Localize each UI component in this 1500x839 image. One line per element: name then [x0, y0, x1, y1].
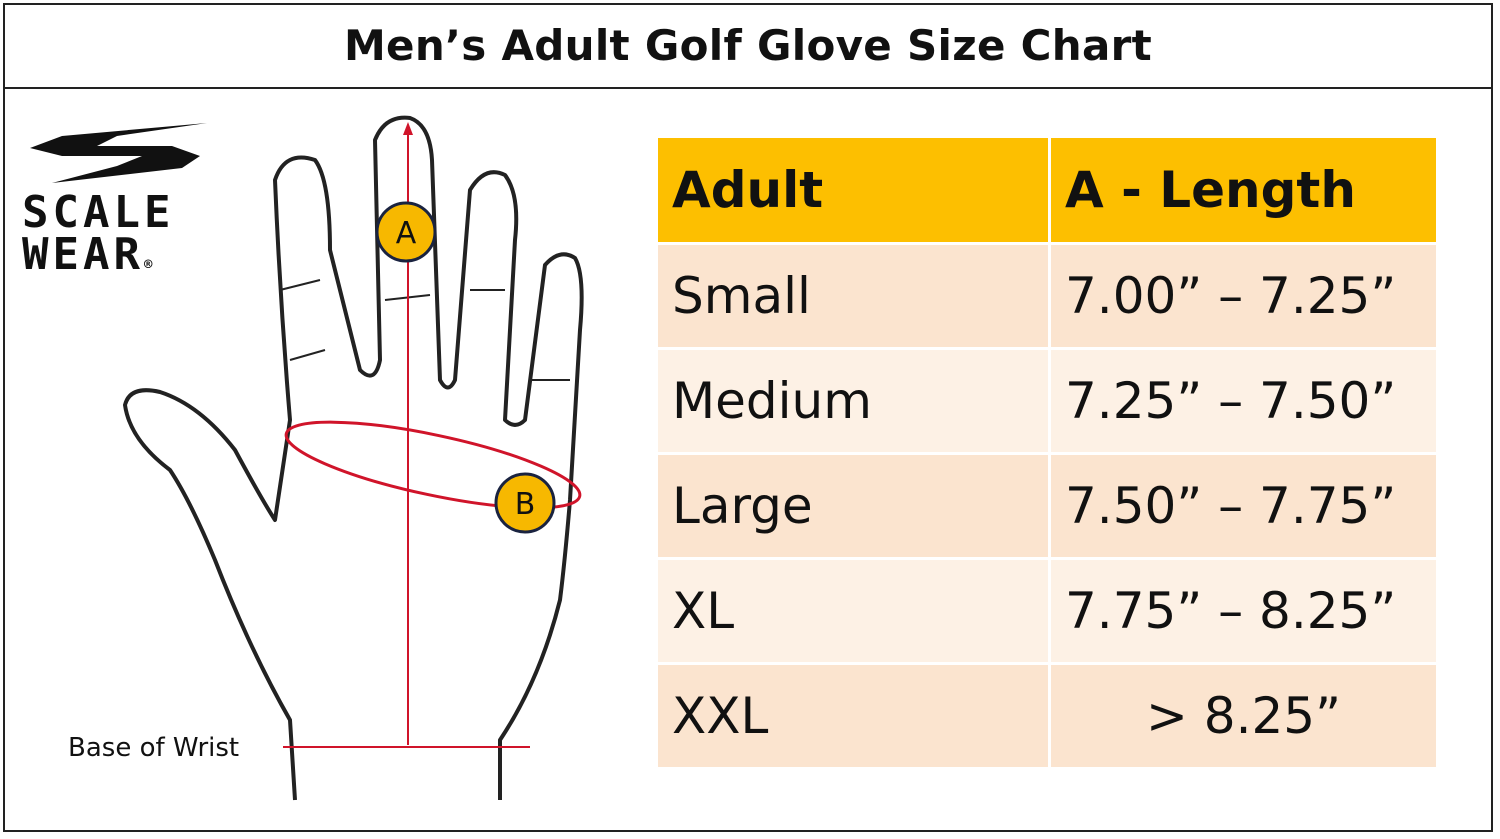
page-title: Men’s Adult Golf Glove Size Chart	[343, 20, 1153, 70]
marker-a-label: A	[396, 216, 417, 251]
length-cell: 7.25” – 7.50”	[1051, 350, 1436, 452]
table-row: XL 7.75” – 8.25”	[658, 560, 1436, 662]
hand-diagram: A B	[123, 115, 584, 801]
wrist-label: Base of Wrist	[68, 733, 240, 763]
registered-mark: ®	[143, 257, 157, 273]
size-table: Adult A - Length Small 7.00” – 7.25” Med…	[655, 135, 1439, 770]
length-cell: 7.50” – 7.75”	[1051, 455, 1436, 557]
table-row: Medium 7.25” – 7.50”	[658, 350, 1436, 452]
brand-line2: WEAR	[22, 229, 144, 280]
table-row: Small 7.00” – 7.25”	[658, 245, 1436, 347]
brand-logo: SCALE WEAR®	[22, 118, 222, 286]
header-length: A - Length	[1051, 138, 1436, 242]
arrow-up-icon	[403, 122, 413, 135]
length-cell: 7.00” – 7.25”	[1051, 245, 1436, 347]
length-cell: 7.75” – 8.25”	[1051, 560, 1436, 662]
marker-a	[375, 201, 437, 263]
header-adult: Adult	[658, 138, 1048, 242]
brand-line1: SCALE	[22, 187, 175, 238]
chart-frame	[3, 3, 1493, 832]
table-row: XXL > 8.25”	[658, 665, 1436, 767]
size-cell: XL	[658, 560, 1048, 662]
size-cell: Large	[658, 455, 1048, 557]
scale-wear-s-icon	[30, 123, 207, 183]
length-cell: > 8.25”	[1051, 665, 1436, 767]
marker-b	[494, 472, 556, 534]
table-header-row: Adult A - Length	[658, 138, 1436, 242]
hand-outline-icon	[123, 115, 584, 801]
title-bar: Men’s Adult Golf Glove Size Chart	[3, 3, 1493, 89]
marker-b-label: B	[515, 487, 536, 522]
table-row: Large 7.50” – 7.75”	[658, 455, 1436, 557]
size-cell: Small	[658, 245, 1048, 347]
circumference-measure-line	[284, 420, 582, 510]
size-cell: Medium	[658, 350, 1048, 452]
size-cell: XXL	[658, 665, 1048, 767]
